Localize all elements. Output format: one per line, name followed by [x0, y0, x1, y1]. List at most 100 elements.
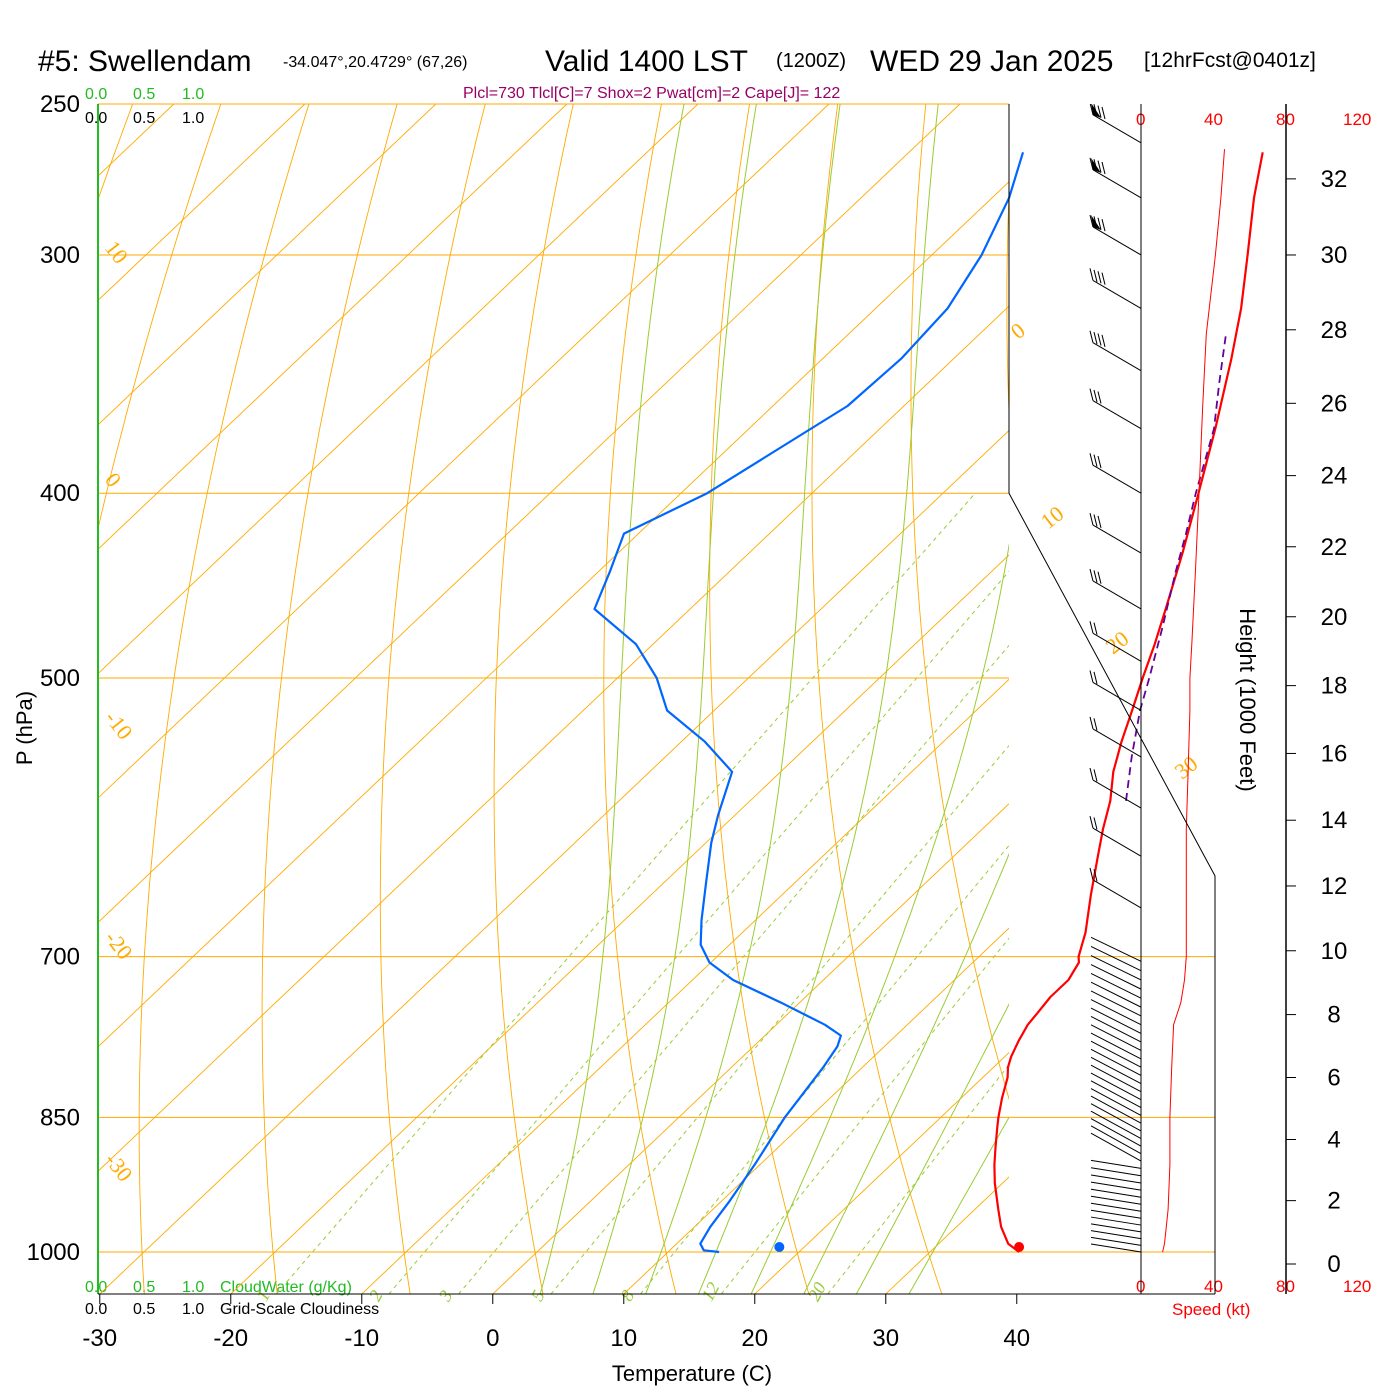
temperature-tick-label: 0: [486, 1325, 499, 1352]
wind-barb: [1090, 1159, 1142, 1169]
wind-barb-feather: [1101, 334, 1106, 348]
isotherm-line: [98, 104, 961, 924]
wind-barb-pennant: [1091, 104, 1101, 118]
height-tick-label: 20: [1321, 604, 1348, 631]
temperature-tick-label: 10: [610, 1325, 637, 1352]
parcel-line: [1125, 333, 1227, 802]
y-axis-title: P (hPa): [12, 691, 37, 765]
isotherm-label: 30: [1170, 751, 1203, 784]
speed-top-120: 120: [1343, 110, 1371, 129]
height-tick-label: 6: [1327, 1064, 1340, 1091]
wind-barb-feather: [1101, 219, 1106, 232]
wind-barb-feather: [1093, 718, 1098, 731]
wind-barb-feather: [1101, 106, 1106, 120]
wind-barb-feather: [1093, 389, 1098, 403]
wind-barb: [1090, 1181, 1142, 1191]
speed-top-40: 40: [1204, 110, 1223, 129]
wind-barb: [1090, 1188, 1142, 1198]
mixing-ratio-label: 3: [434, 1287, 456, 1305]
pressure-tick-label: 850: [40, 1104, 80, 1131]
wind-barb: [1090, 1016, 1142, 1043]
wind-barb: [1090, 1195, 1142, 1205]
height-tick-label: 22: [1321, 534, 1348, 561]
wind-barb: [1090, 1132, 1142, 1162]
wind-barb-feather: [1089, 453, 1094, 466]
wind-barb-feather: [1089, 621, 1094, 634]
cloud-scale-bottom-black-1: 0.5: [133, 1301, 155, 1318]
moist-adiabat: [803, 852, 1009, 1294]
stability-indices: Plcl=730 Tlcl[C]=7 Shox=2 Pwat[cm]=2 Cap…: [463, 85, 840, 102]
pressure-tick-label: 700: [40, 944, 80, 971]
dry-adiabat: [1190, 104, 1400, 1316]
mixing-ratio-label: 12: [697, 1279, 723, 1304]
height-tick-label: 32: [1321, 166, 1348, 193]
wind-barb: [1090, 1202, 1142, 1212]
isotherm-line: [98, 104, 306, 302]
height-tick-label: 4: [1327, 1127, 1340, 1154]
dry-adiabat: [910, 104, 1009, 1101]
cloud-scale-top: 0.0 0.5 1.0 0.0 0.5 1.0: [85, 86, 204, 127]
mixing-ratio-line: [275, 492, 976, 1294]
temperature-tick-label: -30: [82, 1325, 117, 1352]
wind-barb-feather: [1089, 867, 1094, 881]
wind-barb: [1090, 1110, 1142, 1140]
height-tick-label: 24: [1321, 463, 1348, 490]
height-tick-label: 18: [1321, 673, 1348, 700]
dewpoint-line: [593, 151, 1025, 1254]
wind-barb-feather: [1093, 622, 1098, 635]
wind-barb: [1092, 827, 1142, 857]
wind-barb: [1092, 779, 1142, 809]
moist-adiabat: [908, 1116, 1009, 1294]
wind-barb-feather: [1089, 104, 1094, 115]
mixing-ratio-line: [458, 644, 1009, 1294]
plot-right-boundary: [1008, 104, 1216, 1294]
wind-barb-feather: [1089, 767, 1094, 781]
station-title: #5: Swellendam: [38, 45, 251, 78]
temperature-tick-label: -10: [344, 1325, 379, 1352]
sounding-series: [593, 151, 1264, 1254]
pressure-tick-label: 300: [40, 242, 80, 269]
wind-barb: [1090, 1209, 1142, 1219]
wind-barb: [1090, 946, 1142, 972]
valid-date: WED 29 Jan 2025: [870, 45, 1113, 78]
wind-barb-feather: [1093, 570, 1098, 583]
wind-barb: [1090, 1230, 1142, 1240]
wind-barb: [1092, 879, 1142, 909]
utc-time: (1200Z): [776, 50, 846, 72]
wind-barb: [1092, 342, 1142, 372]
isotherm-label: -10: [100, 706, 138, 745]
wind-barb: [1090, 964, 1142, 990]
height-axis-title: Height (1000 Feet): [1235, 608, 1260, 791]
wind-barb: [1092, 682, 1142, 711]
temperature-tick-label: 20: [741, 1325, 768, 1352]
wind-barb-feather: [1089, 670, 1094, 683]
forecast-info: [12hrFcst@0401z]: [1144, 49, 1316, 72]
wind-barb-feather: [1089, 568, 1094, 582]
temperature-line: [993, 152, 1264, 1253]
station-coords: -34.047°,20.4729° (67,26): [283, 54, 467, 71]
wind-barb-feather: [1097, 271, 1102, 284]
cloud-scale-bottom: 0.0 0.5 1.0 CloudWater (g/Kg) 0.0 0.5 1.…: [85, 1279, 379, 1318]
height-tick-label: 28: [1321, 317, 1348, 344]
isotherm-line: [492, 803, 1009, 1294]
height-tick-label: 8: [1327, 1002, 1340, 1029]
wind-barb: [1090, 1236, 1142, 1246]
dry-adiabat: [1366, 104, 1400, 1316]
wind-barb-feather: [1093, 454, 1098, 467]
wind-barb-feather: [1101, 272, 1106, 285]
dry-adiabat: [379, 104, 486, 1294]
mixing-ratio-label: 8: [616, 1287, 638, 1304]
wind-barb: [1090, 936, 1142, 962]
dry-adiabat: [138, 104, 310, 1294]
wind-barb: [1090, 1223, 1142, 1233]
wind-barb: [1090, 1103, 1142, 1132]
wind-barb-pennant: [1091, 214, 1101, 230]
temperature-tick-label: -20: [213, 1325, 248, 1352]
isotherm-line: [754, 1051, 1009, 1294]
wind-barb-feather: [1097, 515, 1102, 529]
wind-barb: [1090, 1032, 1142, 1060]
wind-barb-feather: [1093, 769, 1098, 782]
wind-barb: [1090, 1095, 1142, 1124]
moist-adiabat: [750, 543, 1009, 1294]
